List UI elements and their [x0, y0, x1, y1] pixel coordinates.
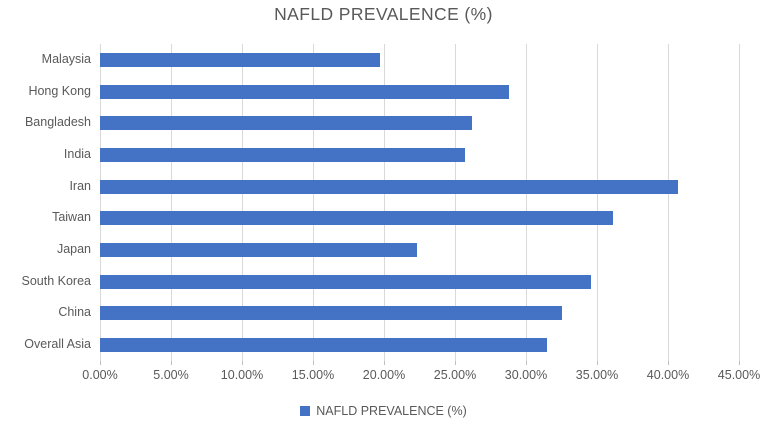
x-tick-label-15-00-: 15.00% — [291, 368, 335, 382]
bar-iran — [100, 179, 678, 194]
tick-mark-15-00- — [313, 361, 314, 365]
tick-mark-35-00- — [597, 361, 598, 365]
category-label-taiwan: Taiwan — [52, 210, 91, 225]
x-tick-label-20-00-: 20.00% — [362, 368, 406, 382]
x-tick-label-5-00-: 5.00% — [153, 368, 189, 382]
tick-mark-0-00- — [100, 361, 101, 365]
y-axis-category-labels: Malaysia Hong Kong Bangladesh India Iran Taiw… — [0, 44, 92, 361]
gridline-35-00- — [597, 44, 598, 361]
bar-china — [100, 306, 562, 321]
x-tick-label-35-00-: 35.00% — [575, 368, 619, 382]
tick-mark-45-00- — [739, 361, 740, 365]
x-tick-label-0-00-: 0.00% — [82, 368, 118, 382]
bar-south-korea — [100, 274, 592, 289]
tick-mark-20-00- — [384, 361, 385, 365]
tick-mark-10-00- — [242, 361, 243, 365]
x-tick-label-45-00-: 45.00% — [717, 368, 761, 382]
x-tick-label-10-00-: 10.00% — [220, 368, 264, 382]
gridline-30-00- — [526, 44, 527, 361]
x-axis-tick-labels: 0.00% 5.00% 10.00% 15.00% 20.00% 25.00% 30.00%… — [82, 368, 760, 384]
tick-mark-5-00- — [171, 361, 172, 365]
gridline-45-00- — [739, 44, 740, 361]
category-label-overall-asia: Overall Asia — [24, 337, 91, 352]
bar-japan — [100, 243, 417, 258]
gridline-15-00- — [313, 44, 314, 361]
category-label-japan: Japan — [56, 242, 91, 257]
plot-area — [100, 44, 740, 365]
category-label-china: China — [58, 305, 91, 320]
category-label-bangladesh: Bangladesh — [24, 115, 91, 130]
category-label-india: India — [63, 146, 91, 161]
bar-india — [100, 147, 465, 162]
bar-taiwan — [100, 211, 613, 226]
gridline-25-00- — [455, 44, 456, 361]
category-label-hong-kong: Hong Kong — [28, 83, 91, 98]
category-label-south-korea: South Korea — [21, 273, 92, 288]
legend: NAFLD PREVALENCE (%) — [0, 404, 767, 418]
gridline-40-00- — [668, 44, 669, 361]
bar-hong-kong — [100, 84, 509, 99]
x-tick-label-30-00-: 30.00% — [504, 368, 548, 382]
tick-mark-40-00- — [668, 361, 669, 365]
gridline-20-00- — [384, 44, 385, 361]
tick-mark-25-00- — [455, 361, 456, 365]
gridline-10-00- — [242, 44, 243, 361]
gridline-5-00- — [171, 44, 172, 361]
bar-overall-asia — [100, 338, 548, 353]
legend-label: NAFLD PREVALENCE (%) — [316, 404, 467, 418]
category-label-iran: Iran — [69, 178, 91, 193]
gridline-0-00- — [100, 44, 101, 361]
x-tick-label-25-00-: 25.00% — [433, 368, 477, 382]
category-label-malaysia: Malaysia — [41, 51, 91, 66]
x-tick-label-40-00-: 40.00% — [646, 368, 690, 382]
tick-mark-30-00- — [526, 361, 527, 365]
legend-swatch — [300, 406, 311, 416]
bar-malaysia — [100, 52, 380, 67]
bar-bangladesh — [100, 116, 473, 131]
chart-title: NAFLD PREVALENCE (%) — [274, 4, 493, 24]
